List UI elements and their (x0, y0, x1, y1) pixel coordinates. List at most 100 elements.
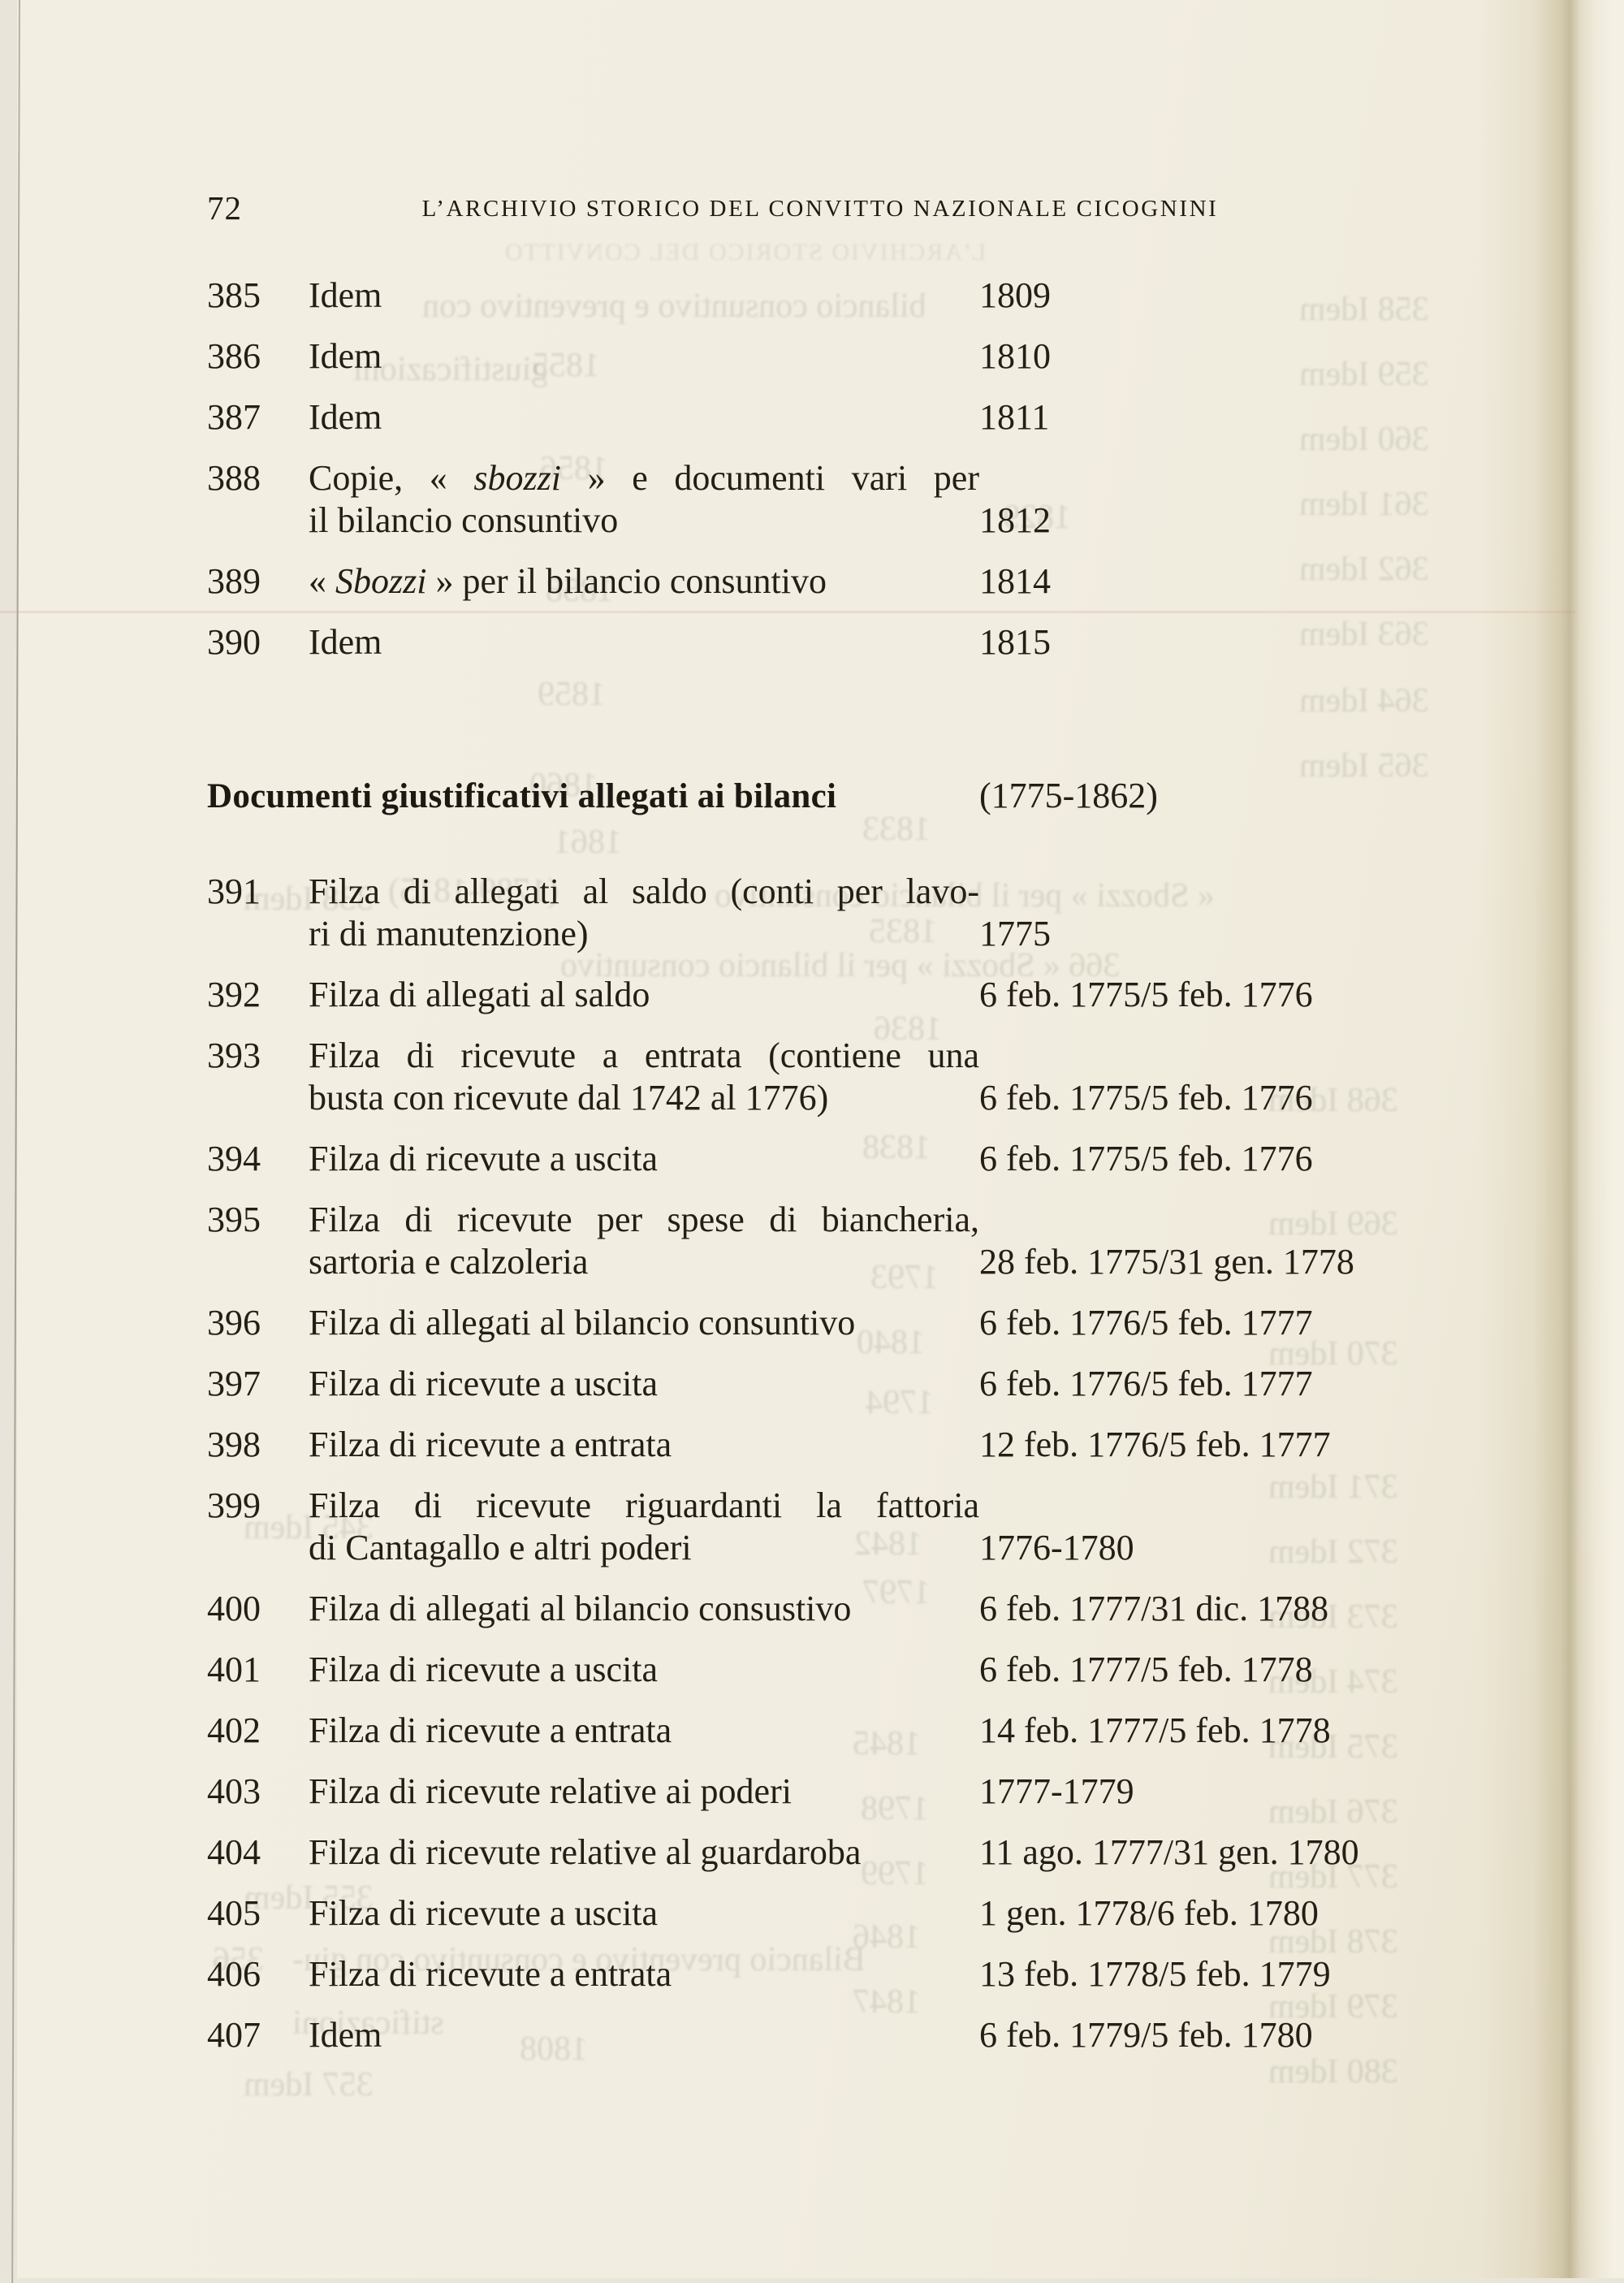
entry-date: 1775 (979, 914, 1051, 953)
entry-line: Idem (309, 336, 382, 376)
entry-date: 14 feb. 1777/5 feb. 1778 (979, 1710, 1331, 1750)
entry-line: Filza di ricevute a entrata (contiene un… (309, 1036, 979, 1075)
entry-number: 386 (207, 336, 261, 376)
entry-line: Filza di ricevute a uscita (309, 1364, 659, 1403)
entry-row: 406 Filza di ricevute a entrata 13 feb. 17… (207, 1953, 1435, 1995)
entry-description: Filza di ricevute relative al guardaroba (309, 1831, 979, 1874)
entry-line: Idem (309, 275, 382, 315)
entry-number: 404 (207, 1832, 261, 1872)
entry-line: Filza di allegati al saldo (conti per la… (309, 871, 979, 911)
running-header: 72 L’ARCHIVIO STORICO DEL CONVITTO NAZIO… (207, 188, 1433, 237)
entry-number: 399 (207, 1485, 261, 1525)
entry-row: 386 Idem 1810 (207, 335, 1435, 378)
entry-row: 392 Filza di allegati al saldo 6 feb. 1775… (207, 974, 1435, 1016)
entry-row: 402 Filza di ricevute a entrata 14 feb. 17… (207, 1710, 1435, 1752)
entry-description: Filza di ricevute riguardanti la fattori… (309, 1485, 979, 1569)
entry-date: 6 feb. 1776/5 feb. 1777 (979, 1303, 1313, 1343)
entry-line: Idem (309, 622, 382, 662)
entry-line: Filza di ricevute a entrata (309, 1710, 672, 1750)
entry-date: 1811 (979, 397, 1050, 437)
entry-number: 401 (207, 1650, 261, 1689)
entry-row: 388 Copie, « sbozzi » e documenti vari pe… (207, 457, 1435, 542)
page-number: 72 (207, 189, 242, 227)
scan-artifact-line (0, 611, 1575, 613)
entry-description: Filza di allegati al bilancio consustivo (309, 1588, 979, 1630)
entries-list-top: 385 Idem 1809 386 Idem 1810 387 Idem 1811 388 Copi… (207, 275, 1435, 682)
entry-number: 388 (207, 458, 261, 498)
entry-row: 403 Filza di ricevute relative ai poderi 1… (207, 1771, 1435, 1813)
entry-line: Copie, « sbozzi » e documenti vari per (309, 458, 979, 498)
entry-line: Filza di ricevute a uscita (309, 1650, 659, 1689)
entry-description: Filza di ricevute a uscita (309, 1138, 979, 1180)
entry-line: Filza di ricevute relative ai poderi (309, 1771, 792, 1811)
entry-row: 396 Filza di allegati al bilancio consunt… (207, 1302, 1435, 1344)
entry-date: 1777-1779 (979, 1771, 1134, 1811)
entry-line: ri di manutenzione) (309, 914, 589, 953)
entry-line: Idem (309, 2015, 382, 2055)
entry-date: 1776-1780 (979, 1528, 1134, 1567)
entry-description: Filza di ricevute per spese di biancheri… (309, 1199, 979, 1283)
entry-row: 390 Idem 1815 (207, 621, 1435, 664)
entry-row: 391 Filza di allegati al saldo (conti per… (207, 871, 1435, 955)
entry-row: 389 « Sbozzi » per il bilancio consuntivo… (207, 560, 1435, 603)
entry-row: 404 Filza di ricevute relative al guardar… (207, 1831, 1435, 1874)
entry-description: Idem (309, 335, 979, 378)
bleedthrough-text: 1861 (554, 824, 622, 861)
entry-description: Filza di ricevute a entrata (309, 1953, 979, 1995)
entry-row: 407 Idem 6 feb. 1779/5 feb. 1780 (207, 2014, 1435, 2056)
entry-description: « Sbozzi » per il bilancio consuntivo (309, 560, 979, 603)
running-title: L’ARCHIVIO STORICO DEL CONVITTO NAZIONAL… (421, 196, 1219, 222)
entry-description: Filza di ricevute a uscita (309, 1892, 979, 1935)
entry-line: Filza di allegati al saldo (309, 975, 650, 1014)
entry-line: Filza di ricevute riguardanti la fattori… (309, 1485, 979, 1525)
entry-line: Idem (309, 397, 382, 437)
entry-number: 393 (207, 1036, 261, 1075)
entry-number: 405 (207, 1893, 261, 1933)
entry-number: 406 (207, 1954, 261, 1994)
entry-row: 395 Filza di ricevute per spese di bianch… (207, 1199, 1435, 1283)
entry-description: Filza di allegati al saldo (309, 974, 979, 1016)
entry-number: 400 (207, 1589, 261, 1628)
entry-row: 385 Idem 1809 (207, 275, 1435, 317)
entry-date: 13 feb. 1778/5 feb. 1779 (979, 1954, 1331, 1994)
entry-date: 1809 (979, 275, 1051, 315)
entry-description: Copie, « sbozzi » e documenti vari per il… (309, 457, 979, 542)
entry-line: « Sbozzi » per il bilancio consuntivo (309, 561, 827, 601)
entry-number: 385 (207, 275, 261, 315)
entry-description: Filza di ricevute a entrata (309, 1710, 979, 1752)
entry-line: Filza di ricevute a uscita (309, 1893, 659, 1933)
entry-line: Filza di ricevute a entrata (309, 1425, 672, 1464)
entry-date: 6 feb. 1777/31 dic. 1788 (979, 1589, 1329, 1628)
entry-date: 6 feb. 1777/5 feb. 1778 (979, 1650, 1313, 1689)
entry-row: 405 Filza di ricevute a uscita 1 gen. 1778… (207, 1892, 1435, 1935)
entry-description: Filza di ricevute a entrata (309, 1424, 979, 1466)
entry-description: Filza di ricevute a uscita (309, 1363, 979, 1405)
bleedthrough-text: 364 Idem (1299, 682, 1429, 720)
entry-number: 396 (207, 1303, 261, 1343)
entry-date: 6 feb. 1779/5 feb. 1780 (979, 2015, 1313, 2055)
entry-date: 28 feb. 1775/31 gen. 1778 (979, 1242, 1354, 1282)
entry-line: Filza di ricevute a entrata (309, 1954, 672, 1994)
entry-number: 398 (207, 1425, 261, 1464)
entry-number: 407 (207, 2015, 261, 2055)
entry-number: 395 (207, 1200, 261, 1239)
entry-number: 394 (207, 1139, 261, 1178)
entry-row: 398 Filza di ricevute a entrata 12 feb. 17… (207, 1424, 1435, 1466)
entry-date: 1814 (979, 561, 1051, 601)
section-heading-row: Documenti giustificativi allegati ai bil… (207, 775, 1435, 816)
entry-line: busta con ricevute dal 1742 al 1776) (309, 1078, 829, 1118)
section-date-range: (1775-1862) (979, 776, 1158, 815)
entry-description: Filza di ricevute a uscita (309, 1649, 979, 1691)
entry-date: 6 feb. 1775/5 feb. 1776 (979, 1078, 1313, 1118)
entry-number: 397 (207, 1364, 261, 1403)
entry-line: sartoria e calzoleria (309, 1242, 589, 1282)
entries-list-main: 391 Filza di allegati al saldo (conti per… (207, 871, 1435, 2075)
entry-line: di Cantagallo e altri poderi (309, 1528, 692, 1567)
entry-description: Idem (309, 396, 979, 439)
entry-description: Filza di ricevute relative ai poderi (309, 1771, 979, 1813)
entry-line: Filza di allegati al bilancio consuntivo (309, 1303, 856, 1343)
entry-description: Filza di allegati al saldo (conti per la… (309, 871, 979, 955)
entry-number: 389 (207, 561, 261, 601)
entry-row: 397 Filza di ricevute a uscita 6 feb. 1776… (207, 1363, 1435, 1405)
